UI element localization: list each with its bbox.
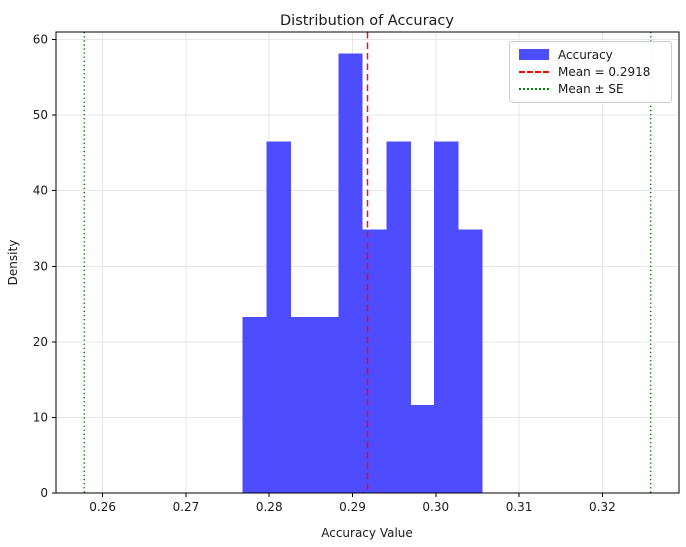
histogram-bars [242, 53, 483, 493]
legend-label-se: Mean ± SE [558, 82, 624, 97]
y-tick-label: 60 [33, 33, 48, 47]
histogram-bar [410, 405, 435, 493]
x-tick-label: 0.30 [422, 500, 449, 514]
y-tick-label: 10 [33, 410, 48, 424]
x-tick-label: 0.31 [506, 500, 533, 514]
x-tick-label: 0.26 [89, 500, 116, 514]
histogram-bar [266, 141, 291, 493]
y-tick-label: 50 [33, 108, 48, 122]
y-tick-label: 20 [33, 335, 48, 349]
histogram-bar [386, 141, 411, 493]
chart-title: Distribution of Accuracy [280, 13, 454, 29]
legend: Accuracy Mean = 0.2918 Mean ± SE [509, 41, 672, 103]
y-tick-label: 0 [40, 486, 48, 500]
y-axis-label: Density [6, 240, 20, 286]
legend-label-accuracy: Accuracy [558, 47, 613, 62]
x-tick-label: 0.29 [339, 500, 366, 514]
histogram-bar [338, 53, 363, 493]
legend-label-mean: Mean = 0.2918 [558, 64, 651, 79]
plot-border [55, 31, 680, 494]
histogram-bar [315, 317, 339, 493]
legend-item-se: Mean ± SE [519, 81, 663, 98]
x-tick-label: 0.32 [589, 500, 616, 514]
mean-dashed-line-swatch [519, 70, 549, 73]
histogram-bar [242, 317, 267, 493]
x-tick-label: 0.27 [173, 500, 200, 514]
histogram-bar [362, 229, 387, 493]
legend-item-accuracy: Accuracy [519, 46, 663, 63]
y-tick-label: 40 [33, 184, 48, 198]
x-tick-label: 0.28 [256, 500, 283, 514]
x-axis-label: Accuracy Value [321, 526, 413, 540]
stat-lines [83, 32, 652, 493]
y-tick-label: 30 [33, 259, 48, 273]
axes [52, 31, 680, 497]
tick-labels: 0.26 0.27 0.28 0.29 0.30 0.31 0.32 0 10 20 30 40 50 6… [33, 33, 616, 514]
accuracy-patch-swatch [519, 49, 549, 61]
legend-item-mean: Mean = 0.2918 [519, 63, 663, 80]
histogram-bar [458, 229, 483, 493]
histogram-bar [290, 317, 316, 493]
histogram-bar [434, 141, 459, 493]
se-dotted-line-swatch [519, 88, 549, 91]
